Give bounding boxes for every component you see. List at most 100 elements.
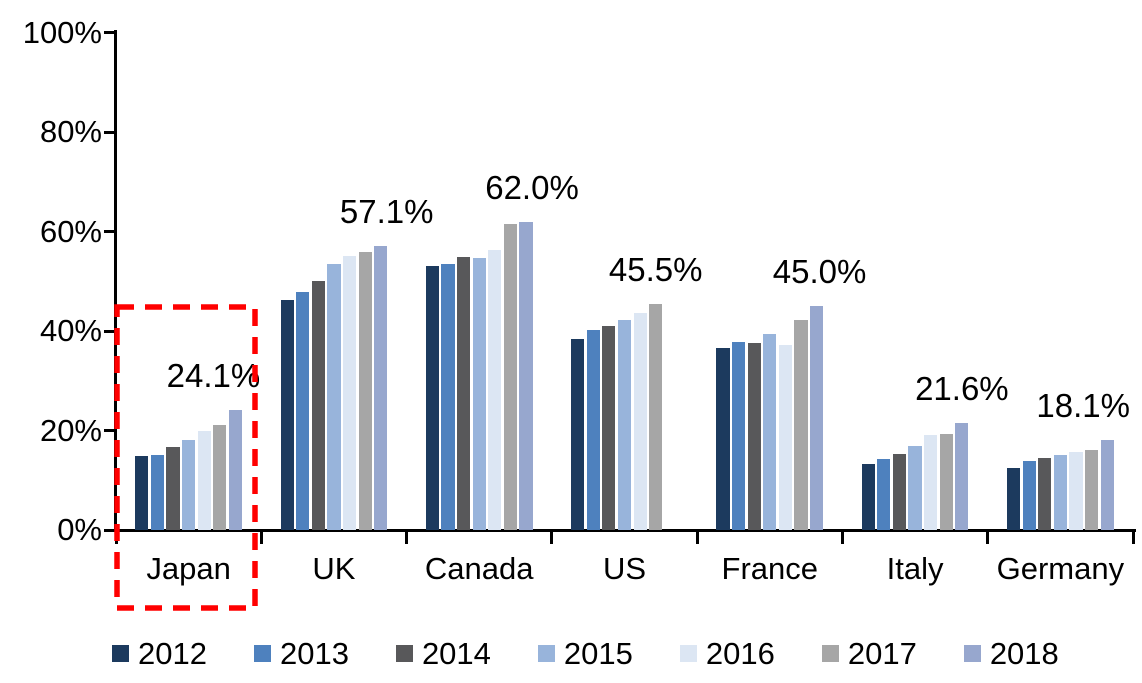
data-label-us: 45.5% (608, 250, 703, 288)
bar-france-2015 (763, 334, 777, 530)
bar-france-2018 (809, 306, 824, 530)
legend-item-2012: 2012 (112, 638, 207, 669)
bar-us-2013 (586, 330, 600, 530)
legend-swatch-2012 (112, 645, 129, 662)
bar-us-2016 (633, 312, 647, 530)
bar-italy-2017 (939, 433, 953, 530)
category-label-france: France (721, 551, 819, 586)
y-tick (104, 528, 116, 532)
bar-japan-2014 (166, 446, 180, 530)
bar-uk-2017 (358, 251, 372, 530)
x-tick (114, 529, 118, 544)
category-label-italy: Italy (886, 551, 944, 586)
bar-canada-2017 (503, 223, 517, 530)
bar-france-2017 (794, 319, 808, 530)
legend-label-2016: 2016 (705, 636, 775, 671)
x-tick (1131, 529, 1135, 544)
x-axis-line (113, 529, 1136, 532)
data-label-italy: 21.6% (915, 369, 1009, 407)
bar-italy-2018 (955, 422, 969, 530)
bar-japan-2012 (135, 455, 149, 530)
bar-canada-2014 (457, 256, 471, 530)
data-label-uk: 57.1% (339, 192, 434, 230)
legend-label-2015: 2015 (563, 636, 633, 671)
data-label-france: 45.0% (772, 253, 867, 291)
bar-germany-2012 (1006, 467, 1021, 530)
legend-swatch-2014 (395, 645, 413, 662)
data-label-germany: 18.1% (1036, 386, 1130, 424)
y-tick (104, 429, 116, 432)
bar-italy-2016 (924, 434, 938, 530)
bar-germany-2013 (1022, 460, 1036, 530)
bar-japan-2015 (182, 439, 196, 530)
y-tick-label: 80% (39, 114, 102, 149)
legend-item-2015: 2015 (537, 636, 633, 671)
y-tick-label: 20% (39, 412, 102, 448)
category-label-germany: Germany (996, 551, 1125, 586)
category-label-canada: Canada (424, 551, 534, 586)
bar-italy-2013 (877, 459, 891, 530)
bar-italy-2012 (861, 464, 875, 530)
legend: 2012 2013 2014 2015 2016 2017 2018 (112, 638, 1059, 669)
y-tick-label: 0% (57, 512, 102, 547)
bar-canada-2012 (425, 266, 439, 530)
bar-uk-2018 (374, 245, 388, 530)
legend-label-2014: 2014 (421, 636, 491, 671)
bar-germany-2014 (1038, 458, 1052, 530)
bar-uk-2015 (327, 264, 341, 530)
category-label-uk: UK (312, 551, 356, 586)
x-tick (986, 529, 990, 544)
bar-japan-2016 (197, 430, 211, 530)
y-tick (104, 31, 116, 34)
y-axis-line (114, 30, 117, 532)
legend-item-2013: 2013 (253, 636, 349, 671)
x-tick (695, 529, 699, 544)
legend-swatch-2018 (963, 645, 981, 662)
y-tick-label: 40% (39, 313, 102, 348)
legend-swatch-2013 (253, 645, 271, 662)
legend-label-2017: 2017 (847, 636, 917, 671)
x-tick (550, 529, 554, 544)
x-tick (259, 529, 263, 544)
bar-us-2015 (617, 319, 632, 530)
bar-italy-2015 (908, 446, 922, 530)
y-tick (104, 329, 116, 333)
bar-japan-2018 (228, 410, 243, 530)
data-label-japan: 24.1% (166, 357, 261, 395)
bar-us-2017 (649, 303, 663, 530)
legend-label-2018: 2018 (989, 636, 1059, 671)
bar-germany-2018 (1100, 439, 1114, 530)
legend-item-2016: 2016 (679, 636, 775, 671)
bar-japan-2017 (213, 425, 227, 530)
bar-italy-2014 (892, 453, 907, 530)
bar-us-2012 (571, 339, 585, 530)
y-tick-label: 60% (39, 213, 102, 249)
category-label-japan: Japan (146, 551, 231, 586)
data-label-canada: 62.0% (485, 168, 579, 206)
category-label-us: US (602, 551, 647, 586)
legend-item-2014: 2014 (395, 636, 491, 671)
bar-canada-2013 (441, 264, 455, 530)
legend-label-2013: 2013 (279, 636, 349, 671)
bar-uk-2014 (311, 281, 325, 530)
bar-france-2013 (731, 342, 746, 530)
y-tick (104, 130, 116, 134)
legend-swatch-2017 (821, 645, 839, 662)
x-tick (405, 529, 409, 544)
legend-item-2018: 2018 (963, 636, 1059, 671)
bar-uk-2012 (280, 299, 294, 530)
bar-france-2012 (716, 348, 730, 530)
bar-france-2014 (747, 342, 761, 530)
legend-label-2012: 2012 (138, 636, 207, 671)
x-tick (840, 529, 844, 544)
legend-item-2017: 2017 (821, 636, 917, 671)
bar-japan-2013 (150, 455, 165, 530)
bar-uk-2013 (296, 291, 310, 530)
bar-canada-2018 (519, 221, 533, 530)
bar-us-2014 (602, 325, 616, 530)
y-tick (104, 230, 116, 233)
bar-canada-2015 (472, 258, 486, 530)
bar-germany-2016 (1069, 452, 1083, 530)
bar-france-2016 (778, 344, 792, 530)
